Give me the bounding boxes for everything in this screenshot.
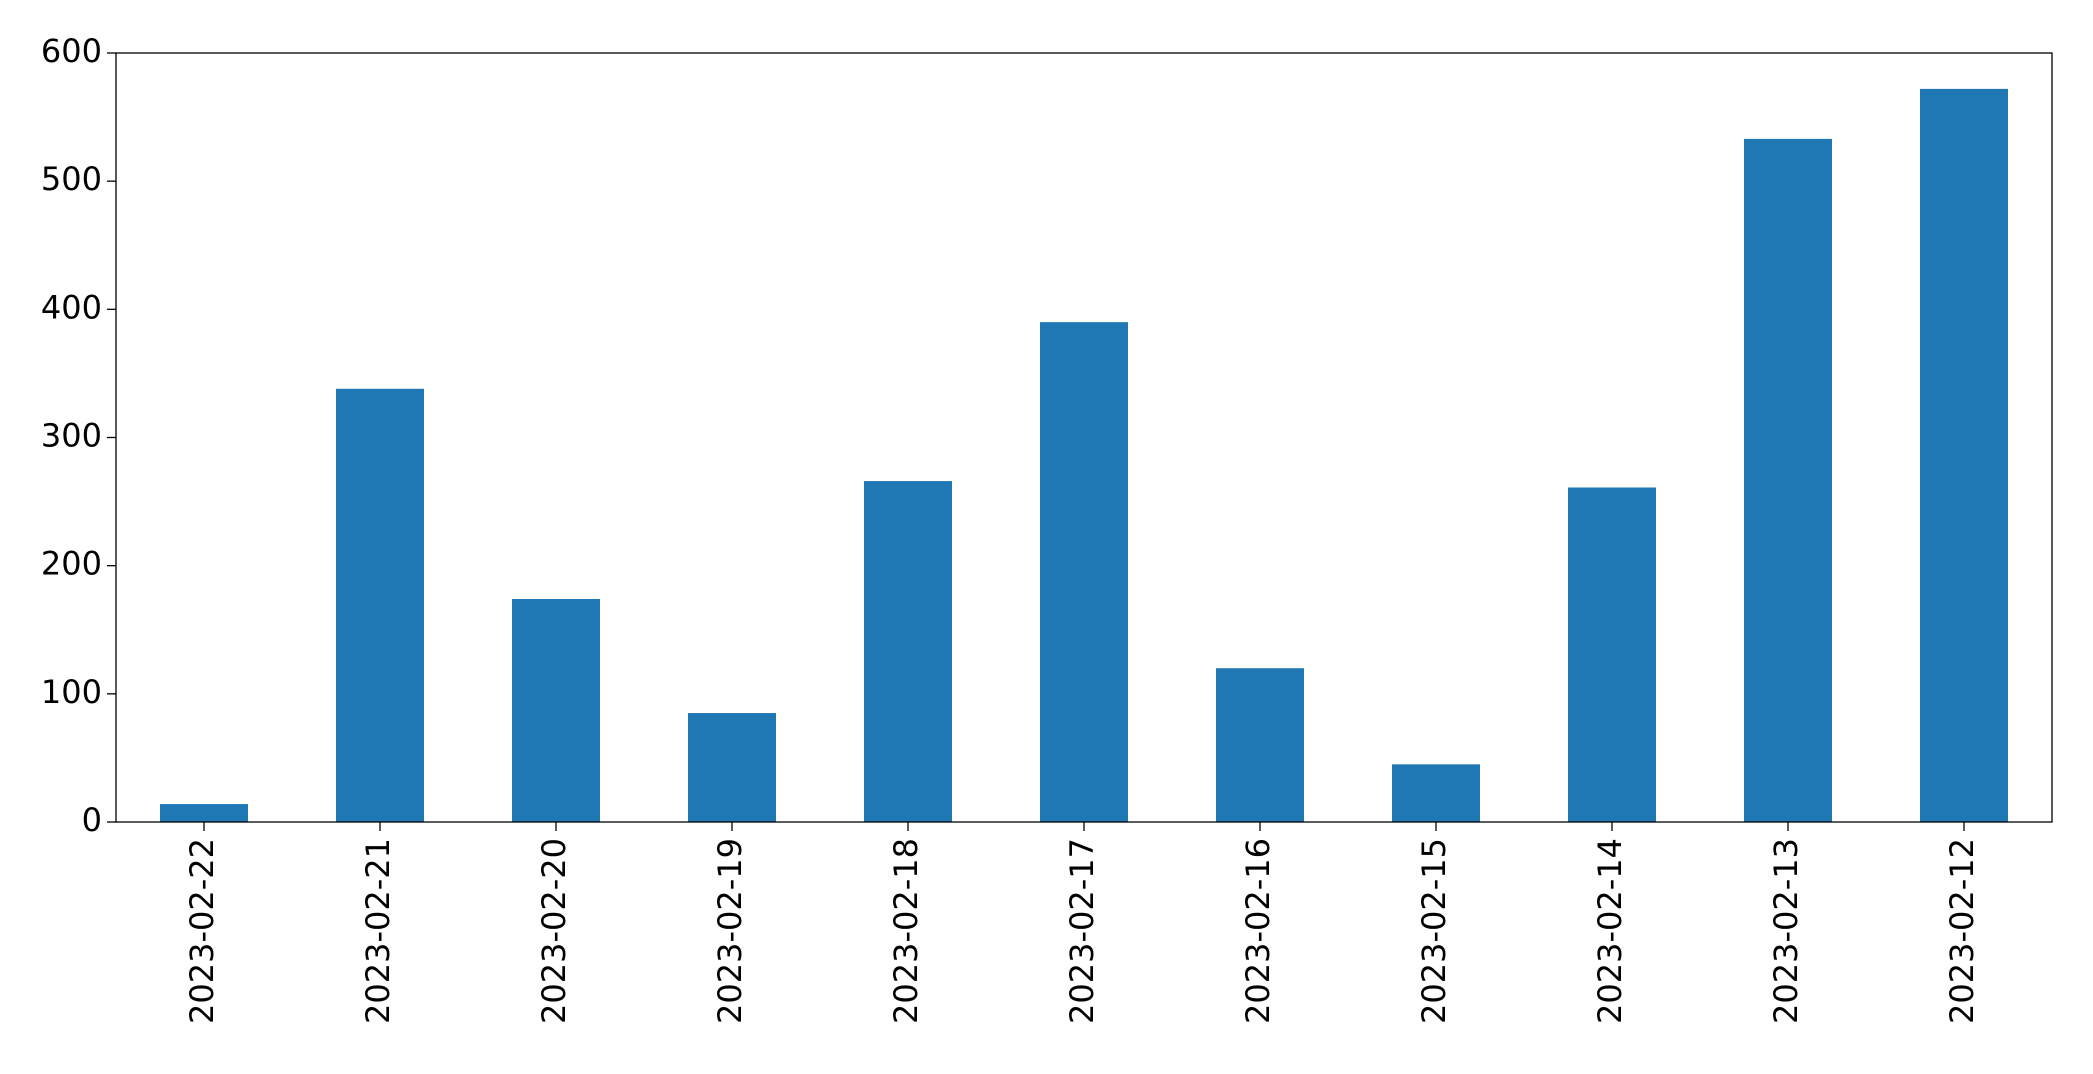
plot-frame bbox=[115, 52, 2053, 823]
bar bbox=[336, 388, 424, 822]
bar bbox=[160, 804, 248, 822]
y-tick-label: 500 bbox=[41, 160, 102, 198]
bar bbox=[864, 481, 952, 822]
y-tick-label: 0 bbox=[82, 801, 102, 839]
y-tick-label: 300 bbox=[41, 417, 102, 455]
x-tick-label: 2023-02-20 bbox=[535, 838, 573, 1024]
y-tick-label: 400 bbox=[41, 288, 102, 326]
x-tick-label: 2023-02-15 bbox=[1415, 838, 1453, 1024]
x-tick-label: 2023-02-18 bbox=[887, 838, 925, 1024]
x-tick-label: 2023-02-17 bbox=[1063, 838, 1101, 1024]
x-tick-label: 2023-02-14 bbox=[1591, 838, 1629, 1024]
y-tick-label: 600 bbox=[41, 32, 102, 70]
bar bbox=[1040, 322, 1128, 822]
x-tick-label: 2023-02-13 bbox=[1767, 838, 1805, 1024]
bar bbox=[1744, 138, 1832, 822]
bar bbox=[688, 713, 776, 822]
bar bbox=[1920, 88, 2008, 823]
bar bbox=[1392, 764, 1480, 822]
bar bbox=[1216, 668, 1304, 822]
bar bbox=[1568, 487, 1656, 822]
bar bbox=[512, 598, 600, 822]
y-tick-label: 200 bbox=[41, 545, 102, 583]
y-tick-label: 100 bbox=[41, 673, 102, 711]
x-tick-label: 2023-02-21 bbox=[359, 838, 397, 1024]
x-tick-label: 2023-02-16 bbox=[1239, 838, 1277, 1024]
x-tick-label: 2023-02-12 bbox=[1943, 838, 1981, 1024]
x-tick-label: 2023-02-22 bbox=[183, 838, 221, 1024]
x-tick-label: 2023-02-19 bbox=[711, 838, 749, 1024]
